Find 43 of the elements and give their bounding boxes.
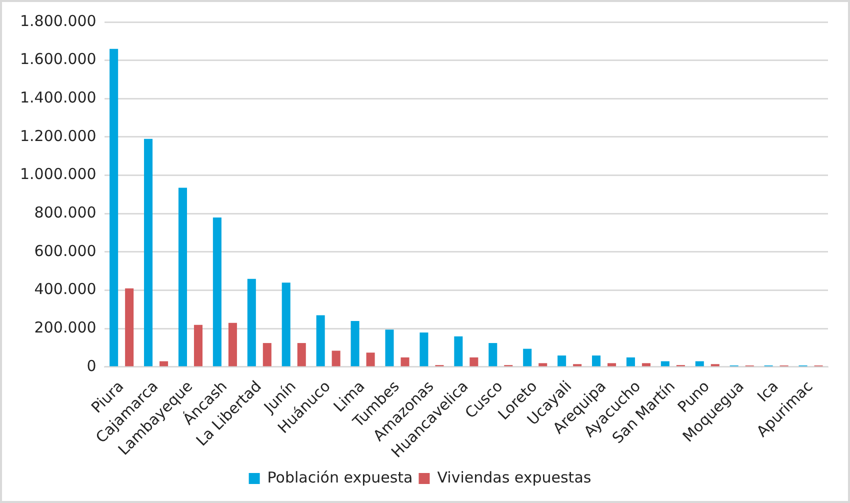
bar — [608, 363, 616, 366]
y-tick-label: 1.600.000 — [20, 50, 96, 68]
bar — [592, 355, 601, 366]
bar — [262, 343, 272, 366]
bar — [247, 278, 256, 366]
bar — [400, 357, 410, 366]
y-tick-label: 600.000 — [34, 242, 96, 260]
y-tick-label: 200.000 — [34, 318, 96, 337]
bar — [144, 138, 153, 366]
y-tick-label: 1.000.000 — [20, 165, 96, 184]
y-tick-label: 1.800.000 — [20, 12, 96, 30]
bar — [316, 315, 325, 366]
bar — [178, 188, 187, 366]
bar — [660, 361, 670, 366]
bar — [642, 363, 650, 366]
bar — [488, 343, 498, 366]
bar — [332, 350, 340, 366]
legend-label: Viviendas expuestas — [437, 468, 592, 486]
bar — [523, 348, 532, 366]
y-tick-label: 0 — [86, 356, 96, 375]
y-tick-label: 1.400.000 — [20, 88, 96, 107]
bar — [194, 324, 203, 366]
y-tick-label: 800.000 — [34, 204, 96, 222]
bar — [110, 48, 118, 366]
bar — [282, 282, 290, 366]
bar — [695, 361, 704, 366]
bar — [160, 361, 168, 366]
bar — [228, 322, 237, 366]
bar — [366, 352, 375, 366]
bar — [125, 288, 134, 366]
bar — [538, 363, 548, 366]
legend-label: Población expuesta — [267, 468, 413, 486]
bar — [420, 332, 428, 366]
bar — [470, 357, 478, 366]
bar — [558, 355, 566, 366]
bar — [350, 320, 360, 366]
y-tick-label: 400.000 — [34, 280, 96, 298]
y-tick-label: 1.200.000 — [20, 126, 96, 145]
bar — [626, 357, 635, 366]
bar — [454, 336, 463, 366]
bar — [212, 217, 222, 366]
bar — [385, 330, 394, 366]
bar — [297, 343, 306, 366]
